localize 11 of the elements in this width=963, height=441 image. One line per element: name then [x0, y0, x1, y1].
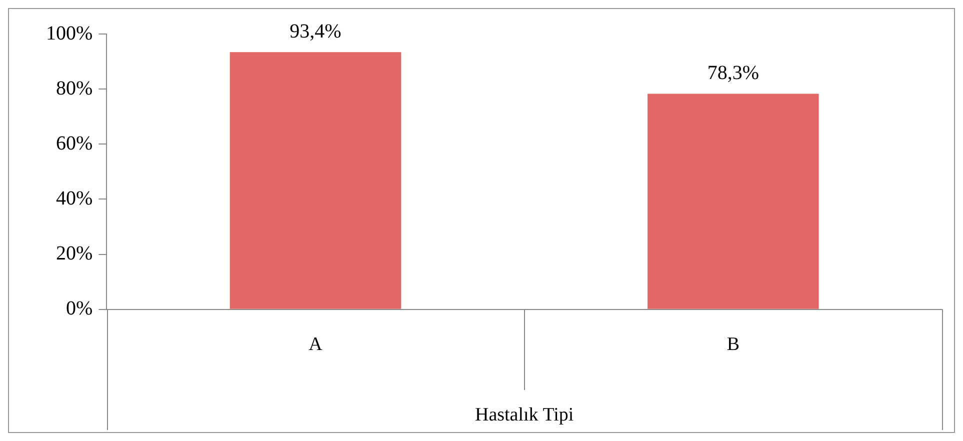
- data-label: 93,4%: [290, 20, 342, 42]
- y-tick-label: 100%: [46, 22, 93, 44]
- y-tick-label: 60%: [56, 132, 93, 154]
- y-tick-label: 80%: [56, 77, 93, 100]
- y-tick-label: 40%: [56, 187, 93, 210]
- y-tick-label: 0%: [66, 298, 93, 320]
- data-label: 78,3%: [707, 62, 759, 84]
- x-axis-title: Hastalık Tipi: [474, 404, 574, 426]
- x-tick-label: B: [726, 334, 740, 355]
- y-tick-label: 20%: [56, 242, 93, 265]
- x-tick-label: A: [308, 334, 323, 355]
